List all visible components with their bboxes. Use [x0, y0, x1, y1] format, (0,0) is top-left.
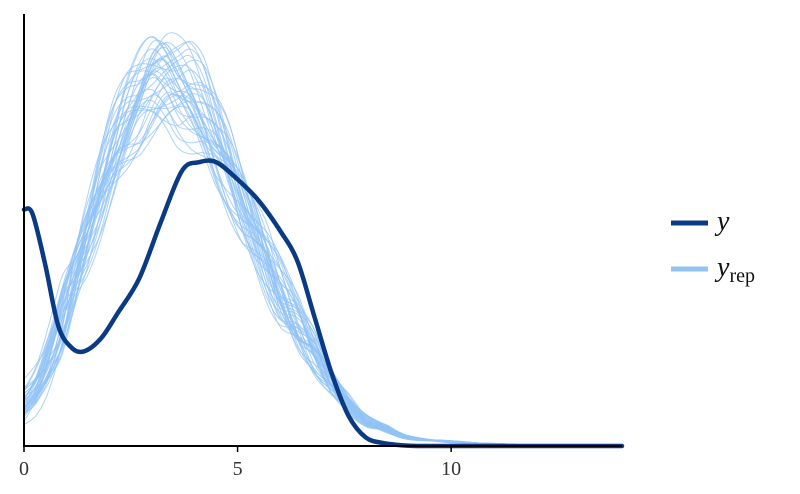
yrep-curve: [23, 73, 623, 447]
x-tick-label: 5: [233, 458, 243, 480]
legend: y yrep: [671, 206, 755, 287]
yrep-curve: [23, 32, 623, 447]
yrep-curve: [23, 88, 623, 447]
yrep-curve: [23, 88, 623, 447]
x-axis-ticks: 0 5 10: [19, 446, 461, 480]
yrep-curve: [23, 59, 623, 447]
yrep-curve: [23, 58, 623, 447]
y-density-curve-layer: [21, 158, 625, 449]
yrep-curve: [23, 90, 623, 447]
yrep-curve: [23, 70, 623, 447]
yrep-curve: [23, 54, 623, 447]
x-tick-label: 10: [441, 458, 461, 480]
x-tick-label: 0: [19, 458, 29, 480]
legend-label-yrep: yrep: [714, 252, 755, 287]
yrep-curve: [23, 109, 623, 447]
yrep-curve: [23, 36, 623, 447]
y-density-curve: [21, 158, 625, 449]
yrep-curve: [23, 99, 623, 447]
yrep-curve: [23, 59, 623, 447]
legend-label-y: y: [714, 206, 730, 237]
yrep-density-curves: [23, 32, 623, 447]
legend-label-yrep-subscript: rep: [729, 265, 755, 287]
